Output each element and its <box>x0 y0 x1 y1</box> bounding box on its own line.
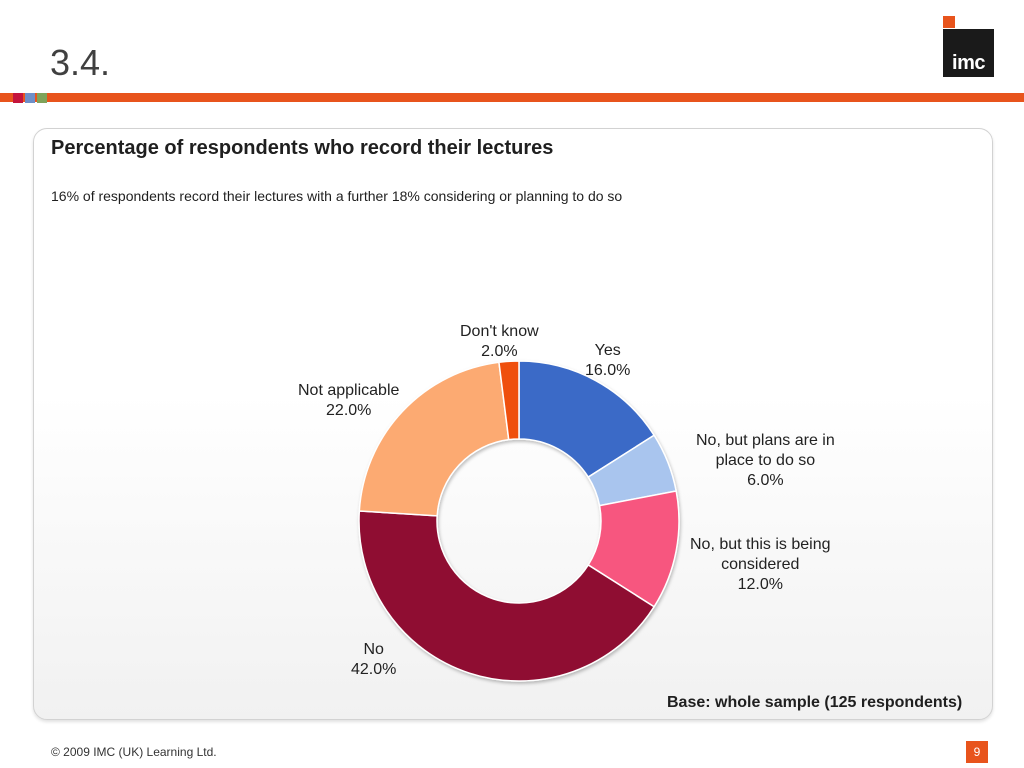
brand-square-red <box>13 93 23 103</box>
slice-label-no: No 42.0% <box>351 640 396 680</box>
chart-subtitle: 16% of respondents record their lectures… <box>51 188 623 204</box>
brand-square-blue <box>25 93 35 103</box>
slice-label-yes-name: Yes <box>594 342 621 359</box>
slice-label-dont-know-name: Don't know <box>460 323 539 340</box>
base-note: Base: whole sample (125 respondents) <box>667 694 963 711</box>
slice-label-dont-know-value: 2.0% <box>481 343 518 360</box>
slice-label-no-name: No <box>363 641 384 658</box>
slice-label-not-applicable: Not applicable 22.0% <box>298 381 399 421</box>
donut-slice-not-applicable <box>358 361 510 517</box>
page-number: 9 <box>966 741 988 763</box>
slice-label-yes-value: 16.0% <box>585 362 631 379</box>
slice-label-yes: Yes 16.0% <box>585 341 630 381</box>
slice-label-not-applicable-name: Not applicable <box>298 382 400 399</box>
slice-label-considered: No, but this is being considered 12.0% <box>690 535 831 595</box>
slice-label-considered-line2: considered <box>721 556 800 573</box>
slice-label-plans-value: 6.0% <box>747 472 784 489</box>
slice-label-plans: No, but plans are in place to do so 6.0% <box>696 431 835 491</box>
slice-label-plans-line1: No, but plans are in <box>696 432 835 449</box>
donut-slice-no <box>358 510 656 682</box>
imc-logo: imc <box>943 29 994 77</box>
slice-label-considered-line1: No, but this is being <box>690 536 831 553</box>
donut-slice-yes <box>518 360 656 479</box>
slice-label-no-value: 42.0% <box>351 661 397 678</box>
slice-label-not-applicable-value: 22.0% <box>326 402 372 419</box>
slice-label-dont-know: Don't know 2.0% <box>460 322 539 362</box>
slide-heading: 3.4. <box>50 42 111 83</box>
donut-slice-don-t-know <box>498 360 520 441</box>
logo-accent-square <box>943 16 955 28</box>
slice-label-considered-value: 12.0% <box>737 576 783 593</box>
brand-square-green <box>37 93 47 103</box>
copyright: © 2009 IMC (UK) Learning Ltd. <box>51 745 217 759</box>
brand-rule <box>0 93 1024 102</box>
chart-title: Percentage of respondents who record the… <box>51 137 554 159</box>
logo-text: imc <box>952 52 985 74</box>
slice-label-plans-line2: place to do so <box>715 452 816 469</box>
